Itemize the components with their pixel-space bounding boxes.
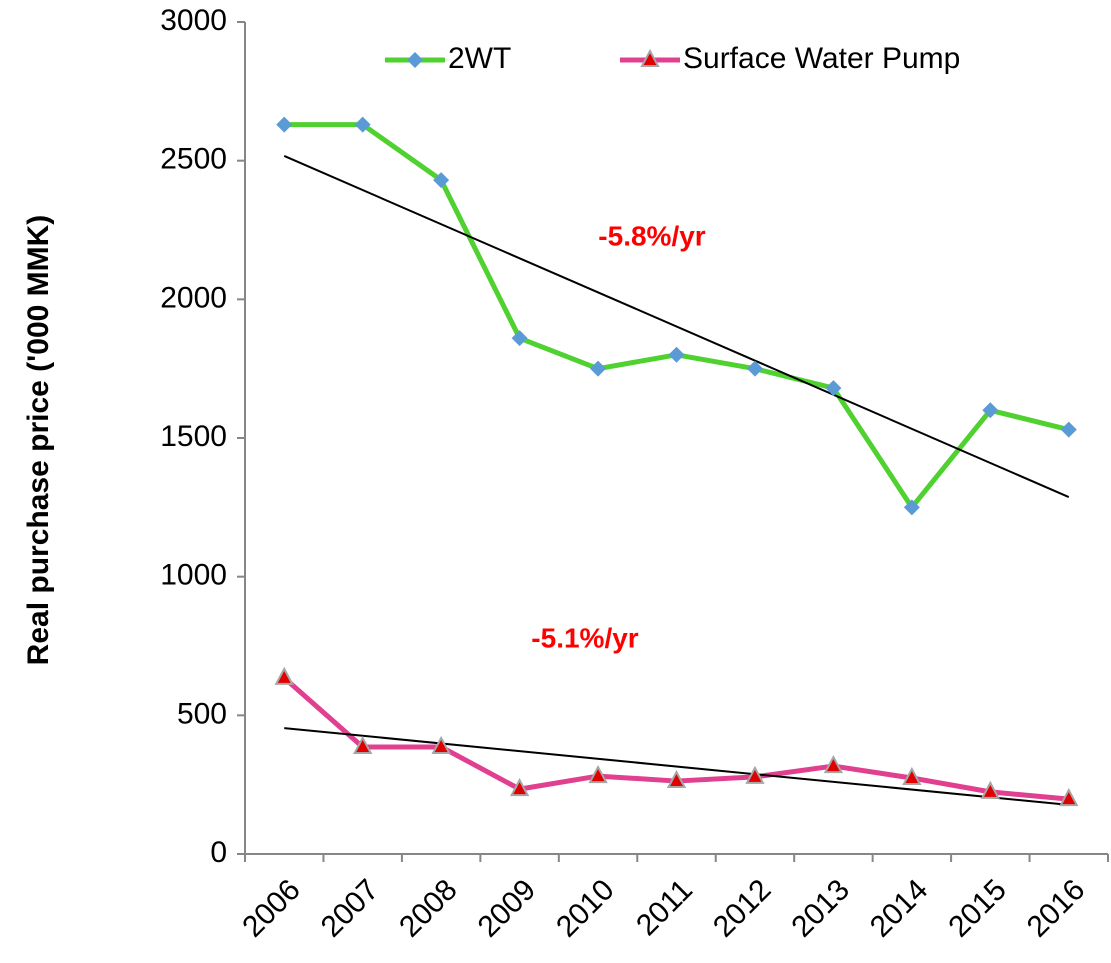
y-tick-label: 3000 [160, 4, 227, 37]
legend-label: 2WT [448, 42, 511, 75]
point [825, 380, 842, 397]
y-tick-label: 2500 [160, 143, 227, 176]
point [433, 172, 450, 189]
point [588, 764, 608, 784]
x-tick-label: 2006 [236, 873, 307, 944]
y-tick-label: 1500 [160, 420, 227, 453]
point [982, 402, 999, 419]
y-tick-label: 1000 [160, 559, 227, 592]
x-tick-label: 2009 [472, 873, 543, 944]
annotation: -5.1%/yr [531, 622, 638, 653]
y-tick-label: 0 [210, 836, 227, 869]
point [666, 769, 687, 789]
x-tick-label: 2015 [942, 873, 1013, 944]
x-tick-label: 2013 [785, 873, 856, 944]
point [1060, 421, 1077, 438]
y-axis-title: Real purchase price ('000 MMK) [22, 215, 55, 666]
x-tick-label: 2014 [864, 873, 935, 944]
series-line [284, 122, 1070, 510]
x-tick-label: 2007 [315, 873, 386, 944]
legend-label: Surface Water Pump [683, 42, 960, 75]
x-tick-label: 2008 [393, 873, 464, 944]
point [668, 346, 685, 363]
point [509, 777, 530, 797]
annotation: -5.8%/yr [598, 220, 705, 251]
x-tick-label: 2010 [550, 873, 621, 944]
point [980, 780, 1000, 799]
point [274, 666, 294, 685]
point [590, 360, 607, 377]
legend-marker [407, 52, 423, 68]
point [745, 765, 765, 784]
y-tick-label: 500 [177, 697, 227, 730]
legend-marker [640, 48, 660, 67]
point [276, 116, 293, 133]
y-tick-label: 2000 [160, 281, 227, 314]
point [746, 360, 763, 377]
point [903, 499, 920, 516]
x-tick-label: 2016 [1021, 873, 1092, 944]
x-tick-label: 2012 [707, 873, 778, 944]
point [431, 735, 451, 754]
point [823, 754, 844, 774]
trend-line [283, 155, 1070, 498]
x-tick-label: 2011 [630, 873, 699, 942]
point [511, 330, 528, 347]
point [353, 735, 373, 754]
trend-line [284, 727, 1069, 806]
point [1059, 787, 1079, 807]
point [354, 116, 371, 133]
point [902, 766, 922, 786]
